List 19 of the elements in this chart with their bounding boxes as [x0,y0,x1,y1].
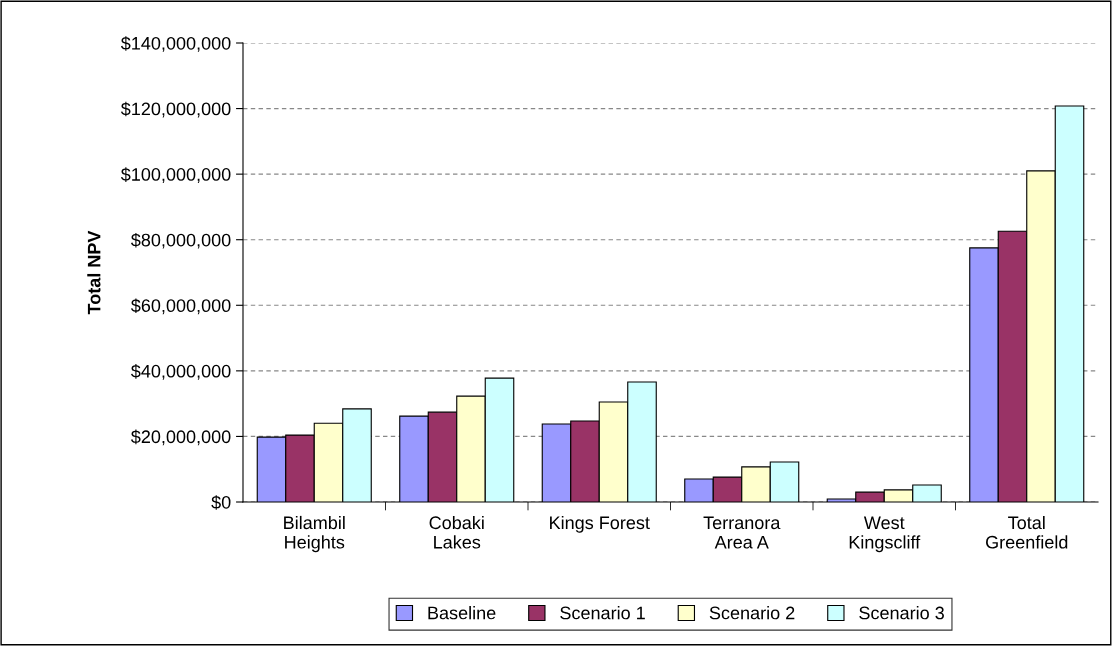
legend-label: Scenario 2 [709,606,795,620]
x-tick-label: Bilambil Heights [284,515,345,553]
y-tick-label: $120,000,000 [120,101,231,118]
y-tick-label: $100,000,000 [120,167,231,183]
legend-label: Scenario 3 [859,606,944,620]
y-tick-label: $40,000,000 [130,364,231,380]
x-tick-label: Total Greenfield [986,515,1068,549]
y-tick-label: $20,000,000 [130,429,231,446]
y-tick-label: $80,000,000 [130,232,231,249]
y-tick-label: $0 [211,495,231,510]
y-tick-label: $60,000,000 [130,298,231,315]
legend-label: Scenario 1 [560,606,645,620]
x-tick-label: Kings Forest [550,515,650,533]
y-tick-label: $140,000,000 [120,36,231,52]
x-tick-label: Terranora Area A [703,516,781,549]
legend-label: Baseline [428,606,496,620]
x-tick-label: Cobaki Lakes [429,515,484,549]
x-tick-label: West Kingscliff [849,516,921,553]
y-axis-title: Total NPV [87,230,101,315]
